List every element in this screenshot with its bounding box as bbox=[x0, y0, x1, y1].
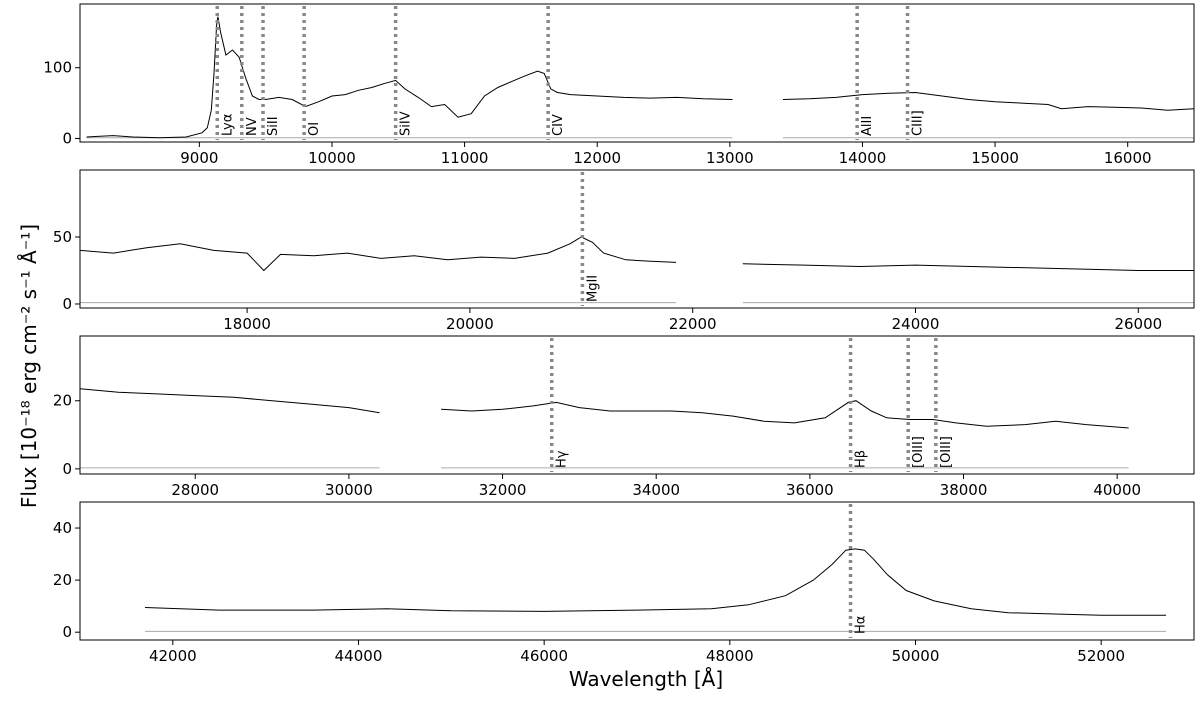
panel-3-frame bbox=[79, 335, 1195, 475]
panel-2-xtick-label-1: 18000 bbox=[223, 315, 271, 333]
panel-1-xtick-label-1: 9000 bbox=[180, 149, 218, 167]
panel-2-frame bbox=[79, 169, 1195, 309]
panel-1: Lyα NV SiII OI SiIV CIV AlII CIII] 9000 10000 1100… bbox=[43, 3, 1195, 167]
panels-group: Lyα NV SiII OI SiIV CIV AlII CIII]9000 10000 1100… bbox=[43, 3, 1195, 665]
panel-1-frame bbox=[79, 3, 1195, 143]
panel-3-ytick-label-2: 20 bbox=[53, 392, 72, 410]
panel-1-xtick-label-3: 11000 bbox=[441, 149, 489, 167]
panel-4-xtick-label-2: 44000 bbox=[335, 647, 383, 665]
panel-3-line-label-1: Hγ bbox=[555, 450, 570, 468]
panel-1-line-label-8: CIII] bbox=[911, 110, 926, 136]
panel-3-xtick-label-3: 32000 bbox=[479, 481, 527, 499]
panel-2: MgII 18000 20000 22000 24000 26000 0 50 bbox=[53, 169, 1195, 333]
panel-2-xtick-label-5: 26000 bbox=[1114, 315, 1162, 333]
panel-1-xtick-label-8: 16000 bbox=[1104, 149, 1152, 167]
panel-3: Hγ Hβ [OIII] [OIII] 28000 30000 32000 34000 3600… bbox=[53, 335, 1195, 499]
panel-1-xtick-label-2: 10000 bbox=[308, 149, 356, 167]
panel-1-line-label-6: CIV bbox=[551, 114, 566, 136]
panel-4-xtick-label-3: 46000 bbox=[520, 647, 568, 665]
panel-1-line-label-5: SiIV bbox=[399, 111, 414, 136]
panel-1-xtick-label-6: 14000 bbox=[839, 149, 887, 167]
panel-2-xtick-label-4: 24000 bbox=[892, 315, 940, 333]
panel-2-xtick-label-3: 22000 bbox=[669, 315, 717, 333]
panel-2-ytick-label-2: 50 bbox=[53, 228, 72, 246]
x-axis-label: Wavelength [Å] bbox=[569, 667, 723, 691]
panel-3-line-label-4: [OIII] bbox=[939, 436, 954, 468]
panel-1-spectrum-2 bbox=[782, 91, 1195, 111]
panel-4-ytick-label-2: 20 bbox=[53, 571, 72, 589]
panel-4-xtick-label-4: 48000 bbox=[706, 647, 754, 665]
panel-3-ytick-label-1: 0 bbox=[62, 460, 72, 478]
panel-1-line-label-2: NV bbox=[245, 117, 260, 136]
panel-4: Hα 42000 44000 46000 48000 50000 52000 0 20 40 bbox=[53, 501, 1195, 665]
panel-1-ytick-label-2: 100 bbox=[43, 59, 72, 77]
panel-1-ytick-label-1: 0 bbox=[62, 129, 72, 147]
panel-4-xtick-label-1: 42000 bbox=[149, 647, 197, 665]
panel-1-line-label-3: SiII bbox=[266, 116, 281, 136]
panel-1-line-label-7: AlII bbox=[860, 116, 875, 136]
panel-3-line-label-3: [OIII] bbox=[911, 436, 926, 468]
panel-3-xtick-label-4: 34000 bbox=[632, 481, 680, 499]
panel-4-frame bbox=[79, 501, 1195, 641]
panel-3-spectrum-1 bbox=[79, 388, 380, 414]
panel-2-spectrum-2 bbox=[742, 263, 1194, 271]
panel-4-ytick-label-1: 0 bbox=[62, 623, 72, 641]
panel-4-xtick-label-5: 50000 bbox=[892, 647, 940, 665]
panel-3-spectrum-2 bbox=[441, 400, 1129, 429]
panel-4-line-label-1: Hα bbox=[854, 616, 869, 634]
panel-2-line-label-1: MgII bbox=[585, 275, 600, 302]
panel-1-line-label-4: OI bbox=[307, 122, 322, 136]
panel-2-ytick-label-1: 0 bbox=[62, 295, 72, 313]
panel-1-line-label-1: Lyα bbox=[220, 114, 235, 136]
panel-1-xtick-label-4: 12000 bbox=[573, 149, 621, 167]
panel-3-xtick-label-6: 38000 bbox=[940, 481, 988, 499]
panel-4-xtick-label-6: 52000 bbox=[1077, 647, 1125, 665]
panel-1-xtick-label-7: 15000 bbox=[971, 149, 1019, 167]
panel-1-xtick-label-5: 13000 bbox=[706, 149, 754, 167]
panel-3-xtick-label-1: 28000 bbox=[171, 481, 219, 499]
panel-3-xtick-label-7: 40000 bbox=[1093, 481, 1141, 499]
panel-2-spectrum-1 bbox=[79, 236, 677, 272]
panel-3-xtick-label-2: 30000 bbox=[325, 481, 373, 499]
panel-4-ytick-label-3: 40 bbox=[53, 519, 72, 537]
y-axis-label: Flux [10⁻¹⁸ erg cm⁻² s⁻¹ Å⁻¹] bbox=[17, 224, 41, 508]
panel-4-spectrum-1 bbox=[144, 548, 1167, 616]
panel-3-xtick-label-5: 36000 bbox=[786, 481, 834, 499]
panel-3-line-label-2: Hβ bbox=[854, 450, 869, 468]
panel-2-xtick-label-2: 20000 bbox=[446, 315, 494, 333]
